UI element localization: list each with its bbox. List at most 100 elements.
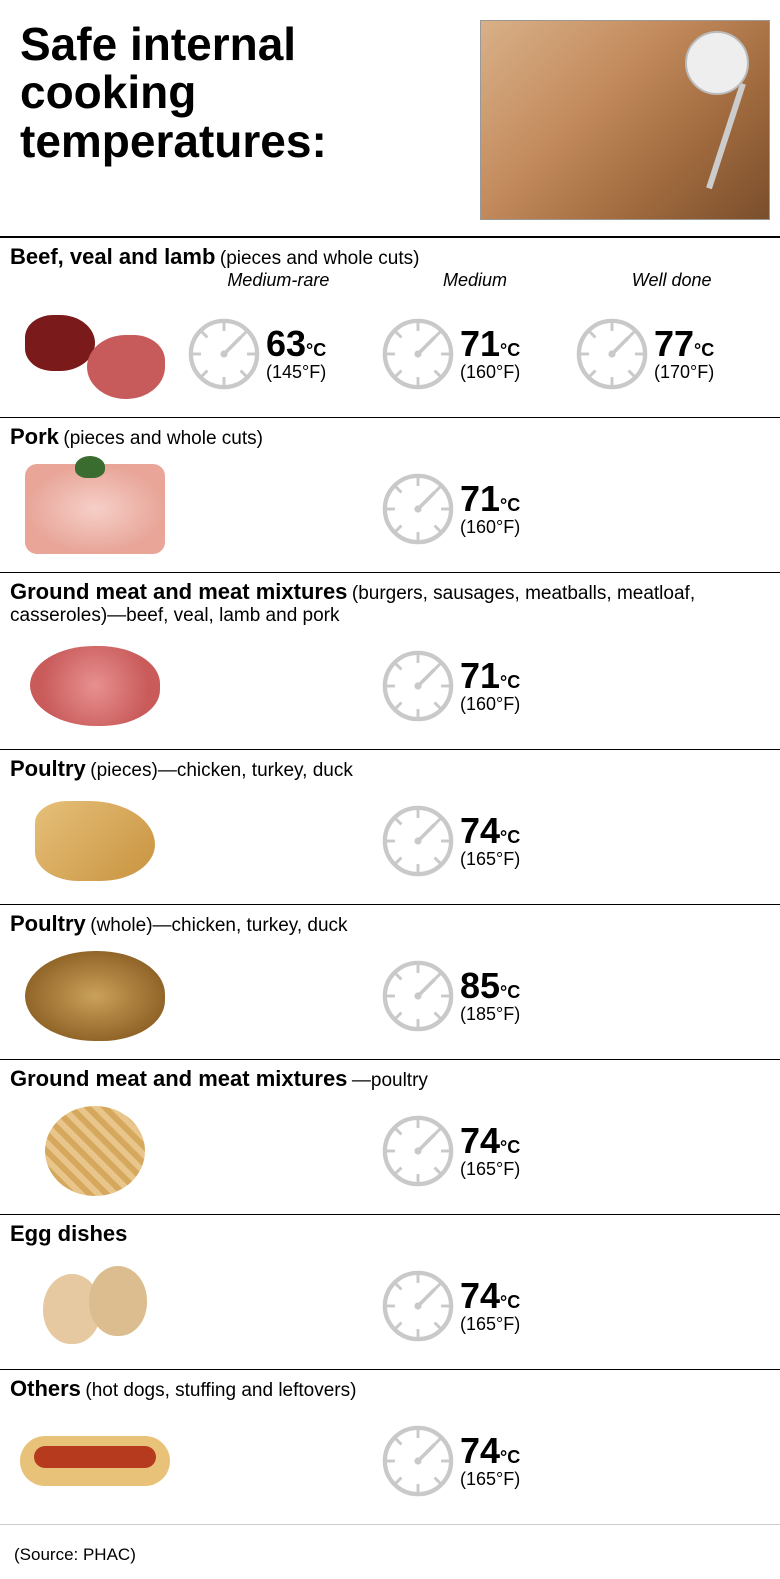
temp-block: 74°C(165°F): [460, 1433, 520, 1490]
temp-grid: 85°C(185°F): [188, 960, 770, 1032]
temp-fahrenheit: (160°F): [460, 517, 520, 538]
row-name: Poultry: [10, 756, 86, 781]
temp-celsius: 71°C: [460, 326, 520, 362]
gauge-icon: [188, 318, 260, 390]
temp-cell: 74°C(165°F): [382, 1115, 576, 1187]
temp-celsius: 74°C: [460, 1433, 520, 1469]
temp-block: 74°C(165°F): [460, 1278, 520, 1335]
temp-fahrenheit: (165°F): [460, 1159, 520, 1180]
temp-block: 85°C(185°F): [460, 968, 520, 1025]
temp-fahrenheit: (185°F): [460, 1004, 520, 1025]
temp-block: 74°C(165°F): [460, 1123, 520, 1180]
food-row: Pork (pieces and whole cuts) 71°C(160°F): [0, 417, 780, 572]
temp-celsius: 77°C: [654, 326, 714, 362]
col-header-medium: Medium: [377, 270, 574, 291]
row-heading: Egg dishes: [10, 1221, 770, 1247]
temp-cell: 74°C(165°F): [382, 805, 576, 877]
food-image: [10, 631, 180, 741]
row-sub: (hot dogs, stuffing and leftovers): [85, 1380, 356, 1401]
temp-celsius: 74°C: [460, 1123, 520, 1159]
temp-celsius: 85°C: [460, 968, 520, 1004]
gauge-icon: [382, 1115, 454, 1187]
temp-celsius: 71°C: [460, 658, 520, 694]
temp-grid: 74°C(165°F): [188, 1425, 770, 1497]
temp-cell: 71°C(160°F): [382, 473, 576, 545]
temp-grid: 71°C(160°F): [188, 473, 770, 545]
row-name: Ground meat and meat mixtures: [10, 1066, 347, 1091]
gauge-icon: [382, 473, 454, 545]
temp-block: 71°C(160°F): [460, 481, 520, 538]
temp-cell: 71°C(160°F): [382, 318, 576, 390]
col-header-well-done: Well done: [573, 270, 770, 291]
temp-fahrenheit: (160°F): [460, 362, 520, 383]
gauge-icon: [382, 1270, 454, 1342]
food-row: Ground meat and meat mixtures —poultry 74…: [0, 1059, 780, 1214]
row-sub: (pieces)—chicken, turkey, duck: [90, 760, 353, 781]
temp-block: 74°C(165°F): [460, 813, 520, 870]
temp-fahrenheit: (165°F): [460, 1314, 520, 1335]
temp-cell: 63°C(145°F): [188, 318, 382, 390]
food-row: Poultry (whole)—chicken, turkey, duck 85°…: [0, 904, 780, 1059]
gauge-icon: [576, 318, 648, 390]
temp-grid: 63°C(145°F) 71°C(160°F) 77°C(170°F): [188, 318, 770, 390]
col-header-medium-rare: Medium-rare: [180, 270, 377, 291]
page-title: Safe internal cooking temperatures:: [20, 20, 480, 165]
temp-celsius: 71°C: [460, 481, 520, 517]
temp-fahrenheit: (165°F): [460, 849, 520, 870]
gauge-icon: [382, 805, 454, 877]
temp-fahrenheit: (170°F): [654, 362, 714, 383]
row-sub: —poultry: [352, 1070, 428, 1091]
row-heading: Ground meat and meat mixtures (burgers, …: [10, 579, 770, 627]
row-name: Pork: [10, 424, 59, 449]
row-heading: Others (hot dogs, stuffing and leftovers…: [10, 1376, 770, 1402]
gauge-icon: [382, 650, 454, 722]
food-row: Poultry (pieces)—chicken, turkey, duck 74…: [0, 749, 780, 904]
temp-block: 71°C(160°F): [460, 658, 520, 715]
row-heading: Beef, veal and lamb (pieces and whole cu…: [10, 244, 770, 270]
temp-grid: 74°C(165°F): [188, 805, 770, 877]
temp-block: 63°C(145°F): [266, 326, 326, 383]
food-image: [10, 786, 180, 896]
food-image: [10, 1251, 180, 1361]
temp-cell: 77°C(170°F): [576, 318, 770, 390]
temp-block: 71°C(160°F): [460, 326, 520, 383]
gauge-icon: [382, 318, 454, 390]
food-row: Beef, veal and lamb (pieces and whole cu…: [0, 238, 780, 417]
food-row: Others (hot dogs, stuffing and leftovers…: [0, 1369, 780, 1524]
temp-fahrenheit: (160°F): [460, 694, 520, 715]
row-sub: (pieces and whole cuts): [63, 428, 263, 449]
temp-cell: 74°C(165°F): [382, 1425, 576, 1497]
gauge-icon: [382, 960, 454, 1032]
food-row: Egg dishes 74°C(165°F): [0, 1214, 780, 1369]
header: Safe internal cooking temperatures:: [0, 0, 780, 238]
row-heading: Poultry (whole)—chicken, turkey, duck: [10, 911, 770, 937]
infographic: Safe internal cooking temperatures: Beef…: [0, 0, 780, 1579]
food-image: [10, 941, 180, 1051]
rows-container: Beef, veal and lamb (pieces and whole cu…: [0, 238, 780, 1524]
temp-grid: 71°C(160°F): [188, 650, 770, 722]
row-heading: Poultry (pieces)—chicken, turkey, duck: [10, 756, 770, 782]
gauge-icon: [382, 1425, 454, 1497]
source-line: (Source: PHAC): [0, 1524, 780, 1579]
row-name: Egg dishes: [10, 1221, 127, 1246]
row-sub: (pieces and whole cuts): [220, 248, 420, 269]
food-image: [10, 299, 180, 409]
row-heading: Ground meat and meat mixtures —poultry: [10, 1066, 770, 1092]
food-row: Ground meat and meat mixtures (burgers, …: [0, 572, 780, 749]
row-name: Others: [10, 1376, 81, 1401]
temp-cell: 85°C(185°F): [382, 960, 576, 1032]
temp-fahrenheit: (145°F): [266, 362, 326, 383]
food-image: [10, 454, 180, 564]
temp-grid: 74°C(165°F): [188, 1115, 770, 1187]
temp-cell: 74°C(165°F): [382, 1270, 576, 1342]
temp-block: 77°C(170°F): [654, 326, 714, 383]
row-name: Poultry: [10, 911, 86, 936]
temp-cell: 71°C(160°F): [382, 650, 576, 722]
temp-celsius: 63°C: [266, 326, 326, 362]
temp-grid: 74°C(165°F): [188, 1270, 770, 1342]
hero-thermometer-photo: [480, 20, 770, 220]
row-heading: Pork (pieces and whole cuts): [10, 424, 770, 450]
row-name: Beef, veal and lamb: [10, 244, 215, 269]
temp-celsius: 74°C: [460, 1278, 520, 1314]
food-image: [10, 1406, 180, 1516]
